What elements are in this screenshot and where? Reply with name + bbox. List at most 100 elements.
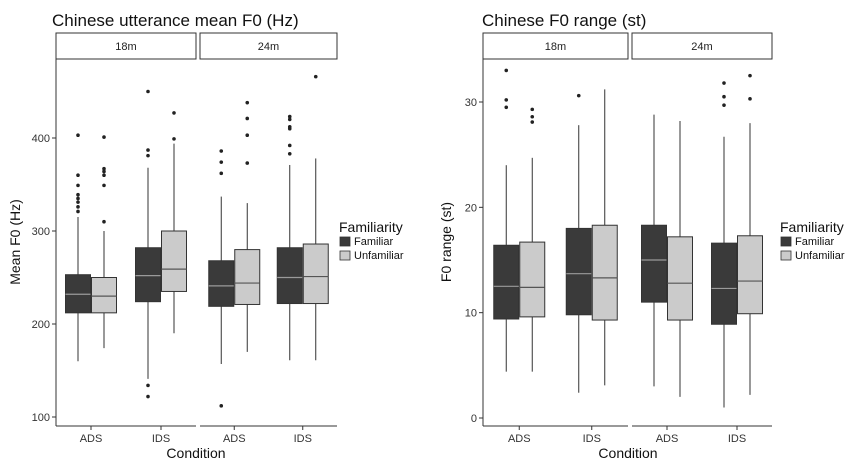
facet-label-f0-range: 24m bbox=[691, 41, 712, 53]
y-axis-label-mean-f0: Mean F0 (Hz) bbox=[7, 199, 23, 285]
outlier-point bbox=[530, 114, 535, 119]
box-familiar-24m-ads bbox=[641, 114, 667, 387]
y-tick-label-f0-range: 20 bbox=[465, 202, 477, 214]
plot-mean-f0: 100 200 300 400 18m ADS IDS 24m ADS IDS bbox=[32, 32, 338, 445]
outlier-point bbox=[102, 183, 106, 188]
chart-title-mean-f0: Chinese utterance mean F0 (Hz) bbox=[52, 11, 299, 30]
legend-mean-f0: Familiarity Familiar Unfamiliar bbox=[339, 219, 404, 262]
y-tick-label-f0-range: 10 bbox=[465, 308, 477, 320]
outlier-point bbox=[287, 117, 292, 122]
chart-f0-range: Chinese F0 range (st) F0 range (st) Cond… bbox=[438, 11, 845, 461]
plot-f0-range: 0 10 20 30 18m ADS IDS 24m ADS IDS bbox=[465, 32, 773, 445]
outlier-point bbox=[219, 160, 224, 164]
box-familiar-18m-ids bbox=[135, 89, 161, 399]
outlier-point bbox=[76, 183, 80, 188]
box-iqr bbox=[276, 247, 303, 305]
outlier-point bbox=[102, 173, 106, 177]
outlier-point bbox=[76, 173, 80, 177]
outlier-point bbox=[219, 171, 224, 176]
outlier-point bbox=[287, 143, 292, 148]
outlier-point bbox=[172, 137, 176, 141]
x-tick-label-mean-f0: ADS bbox=[80, 433, 103, 445]
outlier-point bbox=[504, 68, 509, 73]
box-familiar-24m-ids bbox=[276, 114, 303, 361]
outlier-point bbox=[504, 105, 509, 110]
facet-label-mean-f0: 24m bbox=[258, 41, 279, 53]
legend-swatch-familiar-f0-range bbox=[780, 236, 792, 247]
outlier-point bbox=[76, 196, 80, 201]
legend-swatch-unfamiliar-mean-f0 bbox=[339, 250, 351, 261]
x-tick-label-mean-f0: IDS bbox=[294, 433, 312, 445]
legend-swatch-unfamiliar-f0-range bbox=[780, 250, 792, 261]
x-tick-label-f0-range: IDS bbox=[583, 433, 601, 445]
y-tick-label-f0-range: 0 bbox=[471, 413, 477, 425]
outlier-point bbox=[102, 169, 106, 174]
box-unfamiliar-24m-ads bbox=[667, 120, 693, 397]
legend-swatch-familiar-mean-f0 bbox=[339, 236, 351, 247]
x-tick-label-f0-range: ADS bbox=[508, 433, 531, 445]
legend-title-mean-f0: Familiarity bbox=[339, 219, 403, 235]
outlier-point bbox=[530, 120, 535, 124]
outlier-point bbox=[313, 74, 318, 79]
outlier-point bbox=[287, 125, 292, 129]
box-iqr bbox=[641, 224, 667, 303]
outlier-point bbox=[219, 149, 224, 153]
box-unfamiliar-18m-ads bbox=[91, 135, 117, 349]
x-tick-label-f0-range: ADS bbox=[656, 433, 679, 445]
outlier-point bbox=[748, 73, 752, 78]
outlier-point bbox=[76, 192, 80, 197]
box-unfamiliar-18m-ids bbox=[591, 89, 618, 386]
outlier-point bbox=[722, 103, 726, 107]
box-unfamiliar-18m-ads bbox=[519, 107, 546, 372]
outlier-point bbox=[146, 153, 150, 158]
box-iqr bbox=[711, 242, 737, 325]
box-iqr bbox=[737, 235, 763, 315]
box-iqr bbox=[161, 230, 187, 292]
outlier-point bbox=[76, 209, 80, 214]
outlier-point bbox=[748, 97, 752, 101]
outlier-point bbox=[146, 394, 150, 399]
box-familiar-18m-ids bbox=[565, 93, 592, 393]
box-unfamiliar-24m-ads bbox=[234, 100, 261, 352]
box-familiar-24m-ids bbox=[711, 81, 737, 408]
legend-label-familiar-mean-f0: Familiar bbox=[354, 236, 393, 248]
outlier-point bbox=[146, 383, 150, 388]
y-tick-label-mean-f0: 400 bbox=[32, 133, 50, 145]
outlier-point bbox=[245, 116, 250, 121]
y-axis-label-f0-range: F0 range (st) bbox=[438, 202, 454, 282]
outlier-point bbox=[245, 100, 250, 105]
outlier-point bbox=[102, 135, 106, 139]
box-iqr bbox=[91, 277, 117, 314]
facet-label-mean-f0: 18m bbox=[115, 41, 136, 53]
box-iqr bbox=[667, 236, 693, 321]
y-tick-label-mean-f0: 300 bbox=[32, 226, 50, 238]
chart-mean-f0: Chinese utterance mean F0 (Hz) Mean F0 (… bbox=[7, 11, 404, 461]
box-unfamiliar-18m-ids bbox=[161, 111, 187, 334]
box-iqr bbox=[234, 249, 261, 305]
box-iqr bbox=[302, 243, 329, 305]
legend-f0-range: Familiarity Familiar Unfamiliar bbox=[780, 219, 845, 262]
outlier-point bbox=[102, 219, 106, 224]
box-iqr bbox=[493, 244, 520, 320]
box-familiar-18m-ads bbox=[65, 133, 91, 362]
y-tick-label-mean-f0: 100 bbox=[32, 412, 50, 424]
legend-label-unfamiliar-mean-f0: Unfamiliar bbox=[354, 250, 404, 262]
box-iqr bbox=[135, 247, 161, 303]
outlier-point bbox=[287, 152, 292, 156]
outlier-point bbox=[76, 200, 80, 204]
y-tick-label-f0-range: 30 bbox=[465, 97, 477, 109]
box-iqr bbox=[591, 224, 618, 321]
plot-area-group: 100 200 300 400 18m ADS IDS 24m ADS IDS 0 10 20 30 18m… bbox=[32, 32, 773, 445]
box-familiar-18m-ads bbox=[493, 68, 520, 372]
facet-strip-mean-f0 bbox=[199, 32, 338, 60]
box-iqr bbox=[519, 241, 546, 318]
box-unfamiliar-24m-ids bbox=[302, 74, 329, 361]
facet-label-f0-range: 18m bbox=[545, 41, 566, 53]
box-iqr bbox=[565, 227, 592, 316]
outlier-point bbox=[146, 148, 150, 152]
x-tick-label-f0-range: IDS bbox=[728, 433, 746, 445]
outlier-point bbox=[245, 133, 250, 138]
outlier-point bbox=[172, 111, 176, 115]
x-tick-label-mean-f0: IDS bbox=[152, 433, 170, 445]
outlier-point bbox=[146, 89, 150, 94]
